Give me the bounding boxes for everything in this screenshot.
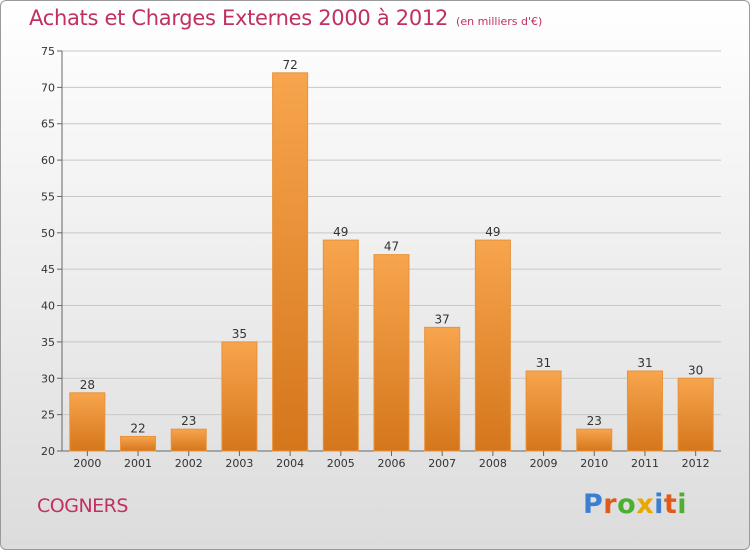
bar — [69, 392, 106, 452]
y-tick-label: 30 — [41, 372, 55, 385]
logo-letter: r — [603, 489, 618, 520]
chart-title-text: Achats et Charges Externes 2000 à 2012 — [29, 6, 449, 30]
bar — [424, 326, 461, 452]
commune-name: COGNERS — [37, 495, 128, 517]
y-tick-label: 75 — [41, 45, 55, 58]
data-label: 30 — [688, 363, 703, 377]
x-tick-label: 2002 — [175, 457, 203, 470]
data-label: 37 — [435, 312, 450, 326]
bar — [221, 341, 258, 452]
y-tick-label: 60 — [41, 154, 55, 167]
data-label: 22 — [130, 421, 145, 435]
y-tick-label: 45 — [41, 263, 55, 276]
y-tick-label: 40 — [41, 300, 55, 313]
bar — [474, 239, 511, 452]
logo-letter: i — [677, 489, 688, 520]
bar — [626, 370, 663, 452]
x-tick-label: 2001 — [124, 457, 152, 470]
label-layer: 28 2000 22 2001 23 2002 35 2003 72 2004 49 2005 47 20… — [73, 58, 709, 470]
logo-letter: P — [583, 489, 604, 520]
data-label: 23 — [587, 414, 602, 428]
bar — [322, 239, 359, 452]
data-label: 31 — [637, 356, 652, 370]
x-tick-label: 2005 — [327, 457, 355, 470]
x-tick-label: 2000 — [73, 457, 101, 470]
x-tick-label: 2006 — [378, 457, 406, 470]
data-label: 49 — [333, 225, 348, 239]
data-label: 35 — [232, 327, 247, 341]
y-tick-label: 25 — [41, 409, 55, 422]
bar — [373, 254, 410, 452]
x-tick-label: 2010 — [580, 457, 608, 470]
logo-letter: o — [617, 489, 637, 520]
bar — [525, 370, 562, 452]
x-tick-label: 2007 — [428, 457, 456, 470]
bar — [120, 435, 157, 452]
x-tick-label: 2004 — [276, 457, 304, 470]
chart-title: Achats et Charges Externes 2000 à 2012 (e… — [29, 6, 542, 30]
bar — [170, 428, 207, 452]
logo-letter: t — [663, 489, 678, 520]
logo-letter: i — [654, 489, 664, 520]
y-tick-label: 55 — [41, 190, 55, 203]
logo-letter: x — [636, 489, 655, 520]
data-label: 72 — [282, 58, 297, 72]
x-tick-label: 2003 — [225, 457, 253, 470]
data-label: 28 — [80, 378, 95, 392]
bar — [272, 72, 309, 452]
data-label: 23 — [181, 414, 196, 428]
chart-subtitle: (en milliers d'€) — [456, 15, 543, 28]
y-tick-label: 70 — [41, 81, 55, 94]
y-tick-label: 35 — [41, 336, 55, 349]
bar — [576, 428, 613, 452]
y-tick-label: 50 — [41, 227, 55, 240]
x-tick-label: 2008 — [479, 457, 507, 470]
y-tick-label: 20 — [41, 445, 55, 458]
data-label: 31 — [536, 356, 551, 370]
data-label: 47 — [384, 240, 399, 254]
proxiti-logo[interactable]: Proxiti — [583, 489, 687, 520]
bar — [677, 377, 714, 452]
y-tick-label: 65 — [41, 118, 55, 131]
x-tick-label: 2012 — [682, 457, 710, 470]
x-tick-label: 2011 — [631, 457, 659, 470]
data-label: 49 — [485, 225, 500, 239]
x-tick-label: 2009 — [530, 457, 558, 470]
bar-layer — [69, 72, 714, 456]
